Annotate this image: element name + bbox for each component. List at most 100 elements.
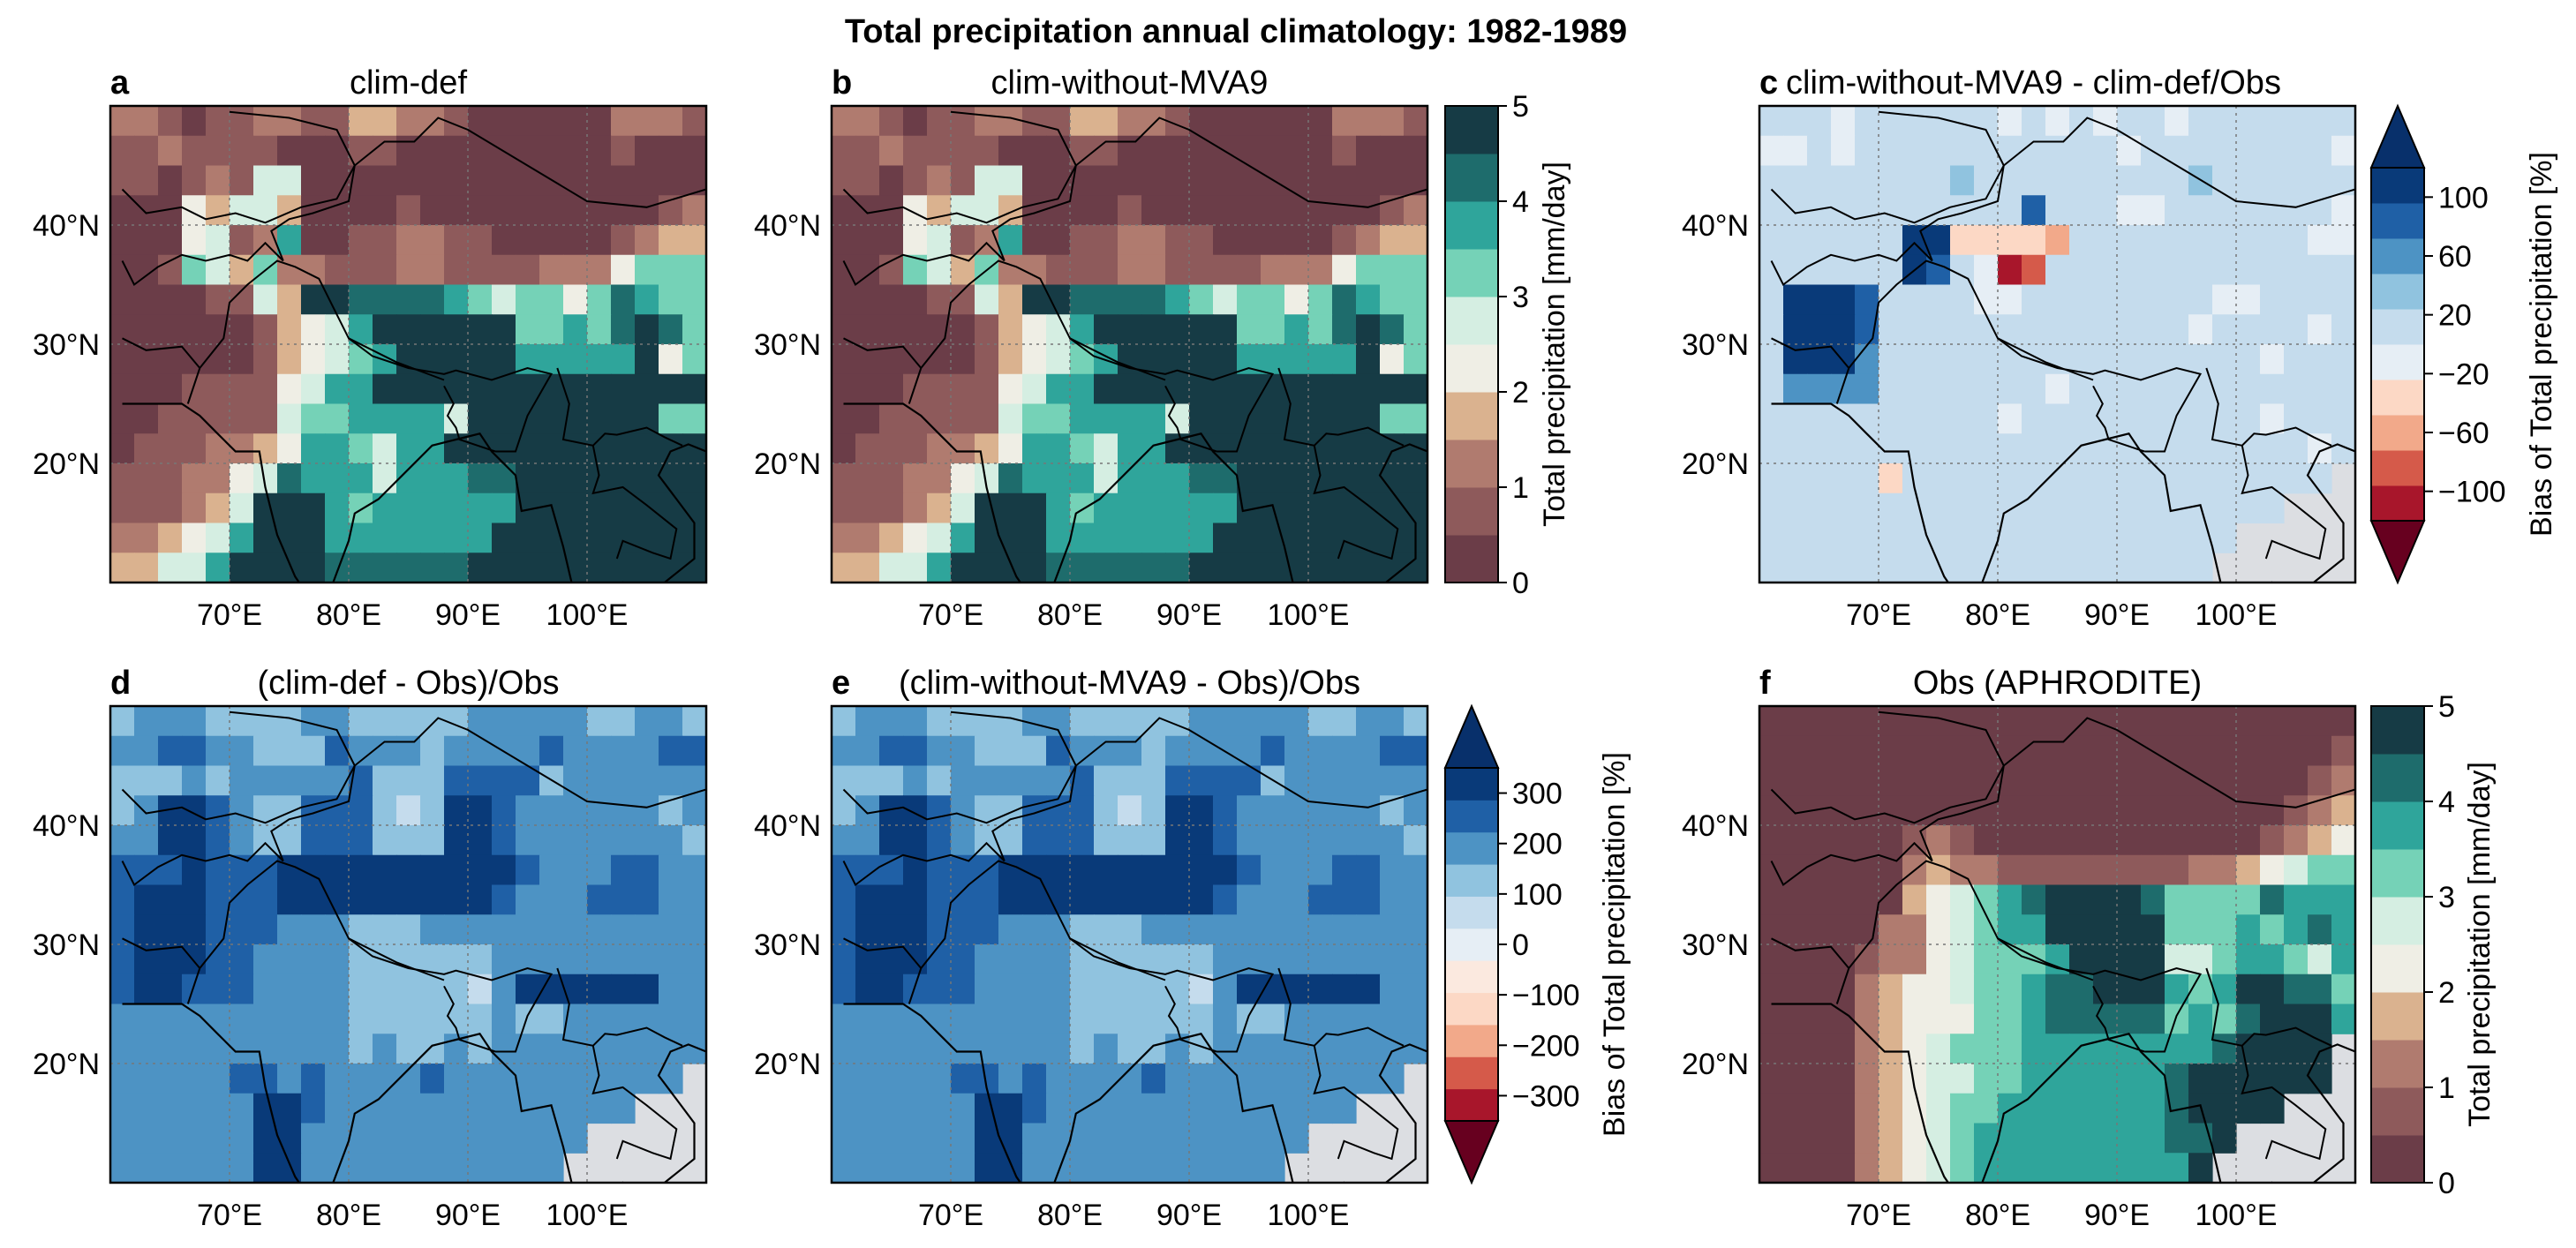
grid-cell — [682, 1034, 706, 1064]
grid-cell — [2045, 314, 2070, 345]
grid-cell — [1261, 403, 1285, 434]
colorbar-tick-label: 100 — [1512, 878, 1563, 912]
grid-cell — [951, 974, 975, 1005]
grid-cell — [420, 944, 445, 975]
grid-cell — [1118, 914, 1142, 945]
grid-cell — [301, 944, 326, 975]
grid-cell — [975, 1004, 999, 1034]
grid-cell — [2022, 165, 2046, 196]
grid-cell — [2117, 944, 2142, 975]
grid-cell — [611, 706, 636, 737]
grid-cell — [1380, 825, 1405, 856]
grid-cell — [301, 165, 326, 196]
grid-cell — [927, 344, 952, 375]
grid-cell — [951, 1153, 975, 1183]
grid-cell — [1022, 1153, 1047, 1183]
grid-cell — [587, 463, 612, 494]
grid-cell — [927, 1123, 952, 1154]
grid-cell — [1022, 135, 1047, 167]
grid-cell — [1879, 1004, 1903, 1034]
grid-cell — [134, 1123, 159, 1154]
colorbar-tick-label: 4 — [2438, 786, 2455, 819]
grid-cell — [253, 553, 278, 583]
grid-cell — [492, 463, 516, 494]
colorbar-swatch — [2371, 1135, 2424, 1184]
grid-cell — [855, 1093, 880, 1124]
grid-cell — [1237, 195, 1262, 226]
grid-cell — [1141, 1123, 1166, 1154]
grid-cell — [563, 1123, 588, 1154]
colorbar-swatch — [2371, 309, 2424, 345]
grid-cell — [563, 914, 588, 945]
grid-cell — [2022, 825, 2046, 856]
grid-cell — [516, 825, 540, 856]
grid-cell — [2284, 1034, 2309, 1064]
grid-cell — [1046, 735, 1071, 767]
grid-cell — [230, 135, 254, 167]
grid-cell — [134, 314, 159, 345]
grid-cell — [927, 825, 952, 856]
grid-cell — [373, 135, 397, 167]
grid-cell — [2284, 165, 2309, 196]
country-border — [121, 841, 284, 887]
grid-cell — [2188, 854, 2213, 886]
country-border — [842, 710, 1077, 824]
grid-cell — [277, 1004, 302, 1034]
lon-tick-label: 70°E — [197, 598, 262, 632]
heatmap-f — [1759, 706, 2355, 1183]
country-border — [1770, 110, 2005, 224]
grid-cell — [2308, 914, 2332, 945]
grid-cell — [2022, 706, 2046, 737]
grid-cell — [1356, 523, 1381, 553]
grid-cell — [1855, 1004, 1879, 1034]
grid-cell — [2331, 974, 2355, 1005]
grid-cell — [659, 706, 683, 737]
grid-cell — [1974, 165, 1999, 196]
grid-cell — [1046, 1004, 1071, 1034]
grid-cell — [635, 706, 659, 737]
lat-tick-label: 40°N — [33, 209, 100, 243]
colorbar-tick-label: 1 — [2438, 1071, 2455, 1105]
grid-cell — [563, 854, 588, 886]
grid-cell — [1759, 135, 1784, 167]
grid-cell — [832, 254, 856, 286]
grid-cell — [1165, 463, 1190, 494]
grid-cell — [879, 523, 904, 553]
grid-cell — [1807, 854, 1832, 886]
grid-cell — [468, 314, 493, 345]
grid-cell — [301, 1004, 326, 1034]
grid-cell — [1213, 914, 1238, 945]
grid-cell — [998, 344, 1023, 375]
grid-cell — [1094, 884, 1119, 915]
grid-cell — [2141, 1123, 2165, 1154]
grid-cell — [1022, 884, 1047, 915]
grid-cell — [2045, 914, 2070, 945]
grid-cell — [1094, 854, 1119, 886]
grid-cell — [2022, 1153, 2046, 1183]
grid-cell — [2165, 884, 2189, 915]
grid-cell — [1046, 165, 1071, 196]
grid-cell — [444, 944, 469, 975]
grid-cell — [1284, 1123, 1309, 1154]
grid-cell — [110, 314, 135, 345]
grid-cell — [1070, 706, 1095, 737]
grid-cell — [1950, 403, 1975, 434]
grid-cell — [277, 195, 302, 226]
grid-cell — [1189, 1004, 1214, 1034]
grid-cell — [301, 854, 326, 886]
grid-cell — [903, 765, 928, 796]
grid-cell — [563, 492, 588, 524]
grid-cell — [516, 463, 540, 494]
grid-cell — [2165, 706, 2189, 737]
grid-cell — [927, 1153, 952, 1183]
country-border — [991, 117, 1427, 261]
grid-cell — [2022, 914, 2046, 945]
grid-cell — [2165, 284, 2189, 315]
grid-cell — [1022, 1004, 1047, 1034]
grid-cell — [2188, 433, 2213, 464]
grid-cell — [1213, 1153, 1238, 1183]
grid-cell — [2141, 463, 2165, 494]
grid-cell — [2260, 373, 2285, 405]
colorbar-tick-label: −20 — [2438, 357, 2489, 391]
